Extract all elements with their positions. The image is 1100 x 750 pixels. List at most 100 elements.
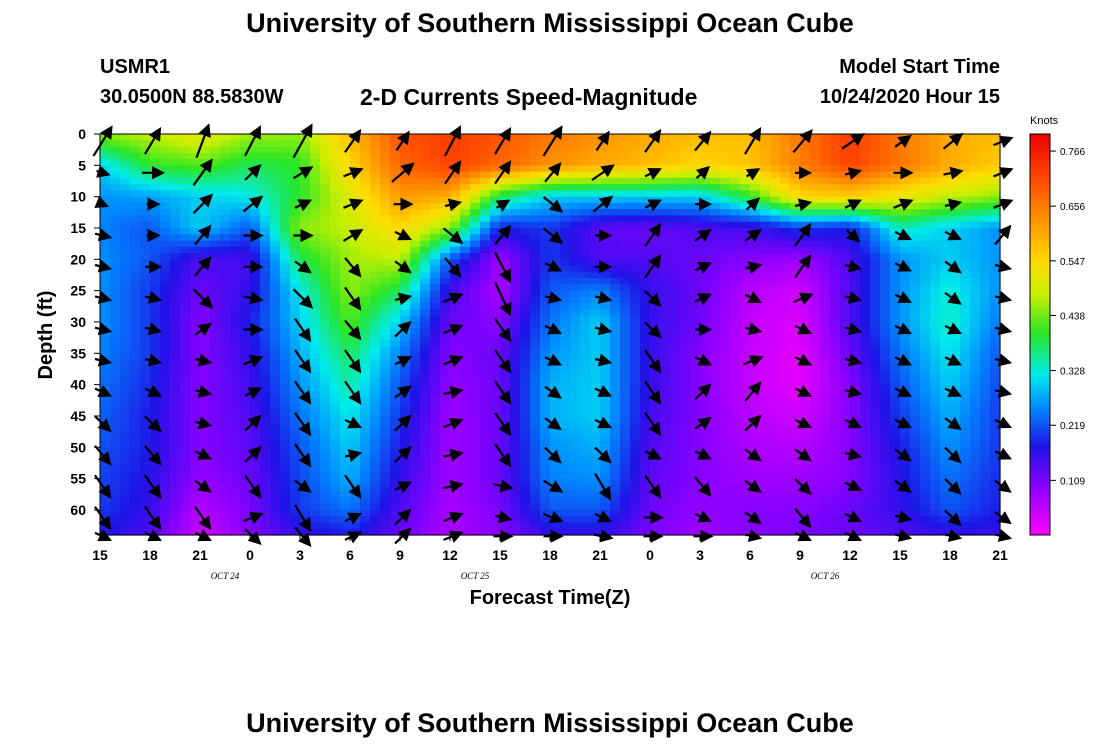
heat-cell xyxy=(860,328,871,336)
heat-cell xyxy=(780,165,791,173)
heat-cell xyxy=(280,253,291,260)
heat-cell xyxy=(160,234,171,242)
heat-cell xyxy=(350,434,361,442)
heat-cell xyxy=(870,296,881,304)
heat-cell xyxy=(870,397,881,405)
heat-cell xyxy=(620,497,631,505)
heat-cell xyxy=(260,340,271,348)
heat-cell xyxy=(220,384,231,392)
heat-cell xyxy=(560,159,571,166)
heat-cell xyxy=(780,509,791,517)
heat-cell xyxy=(830,528,841,536)
heat-cell xyxy=(160,340,171,348)
heat-cell xyxy=(590,146,601,154)
heat-cell xyxy=(560,472,571,480)
heat-cell xyxy=(130,384,141,392)
heat-cell xyxy=(730,340,741,348)
heat-cell xyxy=(150,403,161,411)
heat-cell xyxy=(710,522,721,530)
heat-cell xyxy=(580,190,591,198)
heat-cell xyxy=(710,271,721,279)
heat-cell xyxy=(160,303,171,311)
heat-cell xyxy=(810,240,821,248)
heat-cell xyxy=(850,303,861,311)
heat-cell xyxy=(610,372,621,379)
heat-cell xyxy=(460,466,471,473)
heat-cell xyxy=(520,290,531,298)
heat-cell xyxy=(320,227,331,235)
heat-cell xyxy=(830,434,841,442)
heat-cell xyxy=(830,428,841,436)
heat-cell xyxy=(570,447,581,455)
heat-cell xyxy=(760,340,771,348)
heat-cell xyxy=(180,466,191,473)
heat-cell xyxy=(590,265,601,273)
heat-cell xyxy=(860,265,871,273)
heat-cell xyxy=(660,190,671,198)
heat-cell xyxy=(720,227,731,235)
heat-cell xyxy=(610,190,621,198)
heat-cell xyxy=(240,441,251,448)
heat-cell xyxy=(780,390,791,398)
heat-cell xyxy=(850,321,861,329)
heat-cell xyxy=(410,202,421,210)
heat-cell xyxy=(850,434,861,442)
heat-cell xyxy=(310,303,321,311)
heat-cell xyxy=(110,447,121,455)
heat-cell xyxy=(520,240,531,248)
heat-cell xyxy=(310,390,321,398)
heat-cell xyxy=(660,159,671,166)
heat-cell xyxy=(270,309,281,317)
heat-cell xyxy=(620,472,631,480)
heat-cell xyxy=(750,177,761,185)
heat-cell xyxy=(100,227,111,235)
heat-cell xyxy=(290,171,301,179)
heat-cell xyxy=(250,271,261,279)
heat-cell xyxy=(550,434,561,442)
heat-cell xyxy=(190,453,201,461)
heat-cell xyxy=(530,509,541,517)
heat-cell xyxy=(540,484,551,492)
heat-cell xyxy=(150,353,161,361)
heat-cell xyxy=(190,290,201,298)
heat-cell xyxy=(610,409,621,417)
heat-cell xyxy=(350,177,361,185)
heat-cell xyxy=(180,415,191,423)
heat-cell xyxy=(870,184,881,191)
heat-cell xyxy=(700,365,711,373)
heat-cell xyxy=(760,459,771,467)
heat-cell xyxy=(610,422,621,430)
heat-cell xyxy=(780,422,791,430)
heat-cell xyxy=(840,290,851,298)
heat-cell xyxy=(180,259,191,267)
heat-cell xyxy=(860,184,871,191)
heat-cell xyxy=(410,184,421,191)
heat-cell xyxy=(620,215,631,223)
heat-cell xyxy=(150,365,161,373)
heat-cell xyxy=(470,409,481,417)
heat-cell xyxy=(300,372,311,379)
heat-cell xyxy=(760,265,771,273)
heat-cell xyxy=(460,347,471,354)
heat-cell xyxy=(280,278,291,285)
heat-cell xyxy=(370,478,381,486)
heat-cell xyxy=(360,165,371,173)
heat-cell xyxy=(660,259,671,267)
heat-cell xyxy=(380,466,391,473)
heat-cell xyxy=(380,309,391,317)
heat-cell xyxy=(820,321,831,329)
heat-cell xyxy=(330,215,341,223)
heat-cell xyxy=(680,384,691,392)
heat-cell xyxy=(290,159,301,166)
heat-cell xyxy=(480,384,491,392)
heat-cell xyxy=(600,240,611,248)
heat-cell xyxy=(110,484,121,492)
heat-cell xyxy=(690,184,701,191)
heat-cell xyxy=(860,290,871,298)
heat-cell xyxy=(630,321,641,329)
heat-cell xyxy=(540,340,551,348)
heat-cell xyxy=(340,259,351,267)
heat-cell xyxy=(380,177,391,185)
heat-cell xyxy=(500,340,511,348)
heat-cell xyxy=(830,190,841,198)
